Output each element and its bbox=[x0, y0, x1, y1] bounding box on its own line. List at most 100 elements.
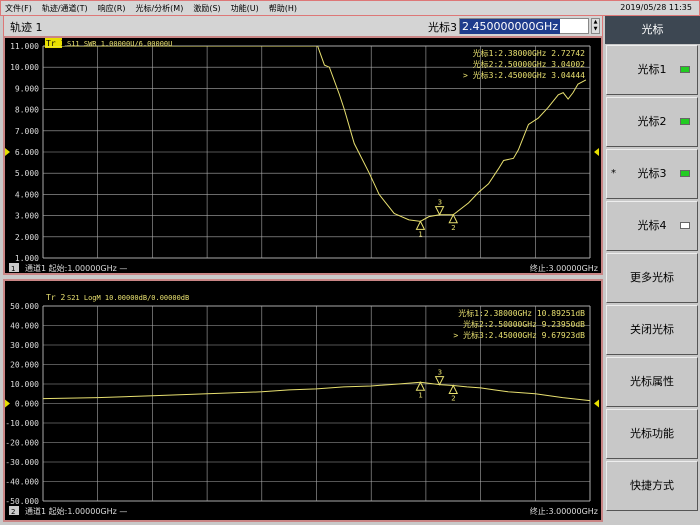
trace-tag: Tr 1 bbox=[46, 39, 65, 48]
softkey-6[interactable]: 关闭光标 bbox=[606, 305, 698, 355]
marker-status-led bbox=[680, 170, 690, 177]
marker-triangle bbox=[448, 384, 459, 394]
marker-number: 3 bbox=[438, 199, 442, 207]
marker-frequency-spinner[interactable]: ▲ ▼ bbox=[591, 18, 600, 34]
y-tick-label: 5.000 bbox=[15, 169, 39, 178]
start-frequency: 通道1 起始:1.00000GHz — bbox=[25, 263, 127, 273]
softkey-label: 光标属性 bbox=[630, 375, 674, 388]
marker-triangle bbox=[434, 376, 445, 386]
marker-triangle bbox=[434, 206, 445, 216]
y-tick-label: 30.000 bbox=[10, 341, 39, 350]
softkey-label: 快捷方式 bbox=[630, 479, 674, 492]
y-tick-label: 4.000 bbox=[15, 190, 39, 199]
menu-item[interactable]: 轨迹/通道(T) bbox=[41, 3, 88, 13]
reference-left-icon bbox=[5, 399, 10, 408]
y-tick-label: -20.000 bbox=[5, 439, 39, 448]
menu-item[interactable]: 响应(R) bbox=[97, 3, 126, 13]
y-tick-label: -10.000 bbox=[5, 419, 39, 428]
clock: 2019/05/28 11:35 bbox=[620, 3, 692, 12]
softkey-header: 光标 bbox=[605, 16, 700, 44]
y-tick-label: -30.000 bbox=[5, 458, 39, 467]
marker-status-led bbox=[680, 222, 690, 229]
title-row: 轨迹 1 光标3 2.450000000GHz ▲ ▼ bbox=[3, 16, 603, 36]
menu-item[interactable]: 激励(S) bbox=[193, 3, 221, 13]
menu-item[interactable]: 功能(U) bbox=[230, 3, 259, 13]
marker-triangle bbox=[448, 213, 459, 224]
y-tick-label: 0.000 bbox=[15, 400, 39, 409]
reference-right-icon bbox=[594, 399, 599, 408]
start-frequency: 通道1 起始:1.00000GHz — bbox=[25, 506, 127, 516]
marker-number: 2 bbox=[451, 394, 455, 402]
softkey-7[interactable]: 光标属性 bbox=[606, 357, 698, 407]
marker-number: 3 bbox=[438, 369, 442, 377]
menu-item[interactable]: 帮助(H) bbox=[268, 3, 298, 13]
marker-frequency-input[interactable]: 2.450000000GHz bbox=[459, 18, 589, 34]
y-tick-label: 6.000 bbox=[15, 148, 39, 157]
marker-readout: > 光标3:2.45000GHz 3.04444 bbox=[463, 70, 585, 80]
y-tick-label: 8.000 bbox=[15, 106, 39, 115]
y-tick-label: -40.000 bbox=[5, 478, 39, 487]
softkey-4[interactable]: 光标4 bbox=[606, 201, 698, 251]
stop-frequency: 终止:3.00000GHz bbox=[530, 506, 598, 516]
marker-readout: > 光标3:2.45000GHz 9.67923dB bbox=[453, 330, 585, 340]
trace-tag: Tr 2 bbox=[46, 293, 65, 302]
softkey-1[interactable]: 光标1 bbox=[606, 45, 698, 95]
marker-frequency-value[interactable]: 2.450000000GHz bbox=[460, 19, 561, 34]
softkey-2[interactable]: 光标2 bbox=[606, 97, 698, 147]
softkey-3[interactable]: 光标3 * bbox=[606, 149, 698, 199]
menu-item[interactable]: 光标/分析(M) bbox=[135, 3, 184, 13]
stop-frequency: 终止:3.00000GHz bbox=[530, 263, 598, 273]
marker-readout: 光标1:2.38000GHz 10.89251dB bbox=[458, 308, 585, 318]
marker-readout: 光标1:2.38000GHz 2.72742 bbox=[473, 48, 586, 58]
trace-header: S21 LogM 10.00000dB/0.00000dB bbox=[67, 294, 189, 302]
trace-tag-bg bbox=[45, 38, 62, 48]
softkey-label: 光标2 bbox=[637, 115, 667, 128]
y-tick-label: 7.000 bbox=[15, 127, 39, 136]
y-tick-label: -50.000 bbox=[5, 497, 39, 506]
y-tick-label: 10.000 bbox=[10, 380, 39, 389]
softkey-label: 更多光标 bbox=[630, 271, 674, 284]
softkey-5[interactable]: 更多光标 bbox=[606, 253, 698, 303]
menu-bar: 文件(F) 轨迹/通道(T) 响应(R) 光标/分析(M) 激励(S) 功能(U) 帮助(H… bbox=[0, 0, 700, 16]
trace1-panel[interactable]: 11.000 10.000 9.000 8.000 7.000 6.000 5.000 4.0… bbox=[3, 36, 603, 275]
channel-badge bbox=[9, 506, 19, 515]
trace1-chart: 11.00010.0009.0008.0007.0006.0005.0004.0… bbox=[5, 38, 599, 273]
channel-number: 1 bbox=[11, 265, 15, 273]
softkey-label: 光标1 bbox=[637, 63, 667, 76]
marker-number: 1 bbox=[418, 391, 422, 399]
marker-number: 1 bbox=[418, 230, 422, 238]
marker-status-led bbox=[680, 66, 690, 73]
y-tick-label: 11.000 bbox=[10, 42, 39, 51]
channel-number: 2 bbox=[11, 508, 15, 516]
channel-badge bbox=[9, 263, 19, 272]
trace2-panel[interactable]: 50.000 40.000 30.000 20.000 10.000 0.000 -10.0… bbox=[3, 279, 603, 522]
y-tick-label: 10.000 bbox=[10, 63, 39, 72]
y-tick-label: 3.000 bbox=[15, 212, 39, 221]
marker-readout: 光标2:2.50000GHz 3.04002 bbox=[473, 59, 586, 69]
marker-status-led bbox=[680, 118, 690, 125]
y-tick-label: 20.000 bbox=[10, 361, 39, 370]
y-tick-label: 1.000 bbox=[15, 254, 39, 263]
active-marker-star: * bbox=[611, 168, 616, 179]
y-tick-label: 2.000 bbox=[15, 233, 39, 242]
softkey-label: 光标功能 bbox=[630, 427, 674, 440]
y-tick-label: 9.000 bbox=[15, 84, 39, 93]
y-tick-label: 40.000 bbox=[10, 322, 39, 331]
y-tick-label: 50.000 bbox=[10, 302, 39, 311]
trace-title: 轨迹 1 bbox=[10, 21, 43, 34]
trace-header: S11 SWR 1.00000U/6.00000U bbox=[67, 40, 172, 48]
menu-item[interactable]: 文件(F) bbox=[5, 3, 32, 13]
softkey-9[interactable]: 快捷方式 bbox=[606, 461, 698, 511]
trace2-chart: 50.000 40.000 30.000 20.000 10.000 0.000 -10.0… bbox=[5, 293, 599, 516]
reference-right-icon bbox=[594, 148, 599, 156]
softkey-8[interactable]: 光标功能 bbox=[606, 409, 698, 459]
softkey-label: 关闭光标 bbox=[630, 323, 674, 336]
softkey-label: 光标3 bbox=[637, 167, 667, 180]
marker-triangle bbox=[415, 381, 426, 391]
reference-left-icon bbox=[5, 148, 10, 156]
softkey-label: 光标4 bbox=[637, 219, 667, 232]
marker-triangle bbox=[415, 220, 426, 230]
marker-number: 2 bbox=[451, 224, 455, 232]
trace-line bbox=[43, 381, 590, 402]
marker-field-label: 光标3 bbox=[428, 21, 457, 34]
